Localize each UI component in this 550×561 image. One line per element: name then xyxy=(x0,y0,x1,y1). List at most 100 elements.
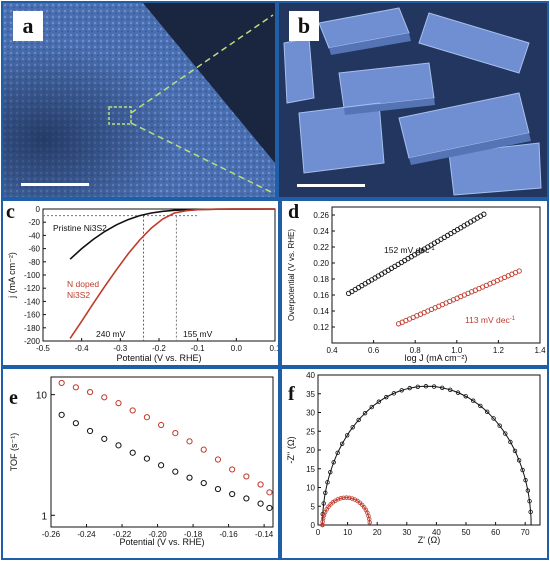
annotation-n-doped-1: N doped xyxy=(67,279,99,289)
data-point-black xyxy=(497,423,502,428)
data-point-black xyxy=(266,504,273,512)
data-point-black xyxy=(491,416,496,421)
x-axis-title: log J (mA cm⁻²) xyxy=(405,353,468,363)
x-tick-label: 1.0 xyxy=(451,346,463,355)
panel-a-sem-image: a xyxy=(1,1,277,199)
data-point-black xyxy=(407,385,412,391)
y-tick-label: 0 xyxy=(36,205,41,214)
data-point-black xyxy=(350,425,355,430)
x-axis-title: Z' (Ω) xyxy=(418,535,440,545)
y-tick-label: 5 xyxy=(311,502,316,511)
y-tick-label: 25 xyxy=(306,427,315,436)
scale-bar xyxy=(21,183,89,186)
panel-e-chart: -0.26 -0.24 -0.22 -0.20 -0.18 -0.16 -0.14 1 10 Po… xyxy=(1,367,280,560)
data-point-red xyxy=(58,379,65,387)
data-point-black xyxy=(527,498,532,504)
x-tick-label: -0.20 xyxy=(148,530,167,539)
y-tick-label: -200 xyxy=(24,337,41,346)
y-tick-label: 0 xyxy=(311,521,316,530)
data-point-black xyxy=(415,384,420,389)
x-tick-label: -0.18 xyxy=(184,530,203,539)
data-point-black xyxy=(331,460,336,465)
data-point-red xyxy=(101,394,108,401)
data-point-black xyxy=(257,500,264,507)
x-tick-label: 0.1 xyxy=(269,344,278,353)
data-point-red xyxy=(186,438,193,445)
data-point-black xyxy=(512,448,518,454)
panel-c-chart: -0.5 -0.4 -0.3 -0.2 -0.1 0.0 0.1 0 -20 -40 -60 -80 -… xyxy=(1,199,280,367)
data-point-black xyxy=(229,490,236,498)
data-point-black xyxy=(101,435,108,442)
annotation-n-doped-2: Ni3S2 xyxy=(67,290,90,300)
data-point-red xyxy=(367,520,372,525)
data-point-red xyxy=(341,495,346,500)
data-point-red xyxy=(115,400,122,407)
x-tick-label: 40 xyxy=(432,528,441,537)
series-line-pristine xyxy=(69,208,276,260)
data-point-black xyxy=(344,433,350,438)
y-tick-label: 0.24 xyxy=(313,227,329,236)
y-tick-label: 15 xyxy=(306,465,315,474)
x-tick-label: 0.0 xyxy=(231,344,243,353)
chart-d: 0.4 0.6 0.8 1.0 1.2 1.4 0.12 0.14 0.16 0.18 0.20 0.… xyxy=(287,206,546,363)
x-tick-label: 0.4 xyxy=(326,346,338,355)
y-tick-label: -180 xyxy=(24,324,41,333)
panel-label-b: b xyxy=(289,11,319,41)
data-point-black xyxy=(323,490,328,495)
x-tick-label: -0.16 xyxy=(219,530,238,539)
panel-f-chart: 0 10 20 30 40 50 60 70 0 5 10 15 20 25 30 35 40 Z' (Ω) -Z'… xyxy=(280,367,549,560)
data-point-black xyxy=(470,398,476,403)
data-point-black xyxy=(399,388,404,393)
x-tick-label: 20 xyxy=(373,528,382,537)
data-point-red xyxy=(243,473,250,480)
x-tick-label: -0.22 xyxy=(113,530,132,539)
fit-arc-black xyxy=(321,385,532,526)
annotation-152: 152 mV dec-1 xyxy=(384,245,435,255)
data-point-black xyxy=(463,394,468,399)
x-tick-label: 0.8 xyxy=(410,346,422,355)
data-point-black xyxy=(523,478,528,483)
data-point-black xyxy=(376,399,382,404)
data-point-black xyxy=(335,450,340,456)
y-tick-label: 30 xyxy=(306,409,315,418)
data-point-black xyxy=(423,384,429,389)
panel-d-chart: 0.4 0.6 0.8 1.0 1.2 1.4 0.12 0.14 0.16 0.18 0.20 0.… xyxy=(280,199,549,367)
data-point-black xyxy=(439,385,445,390)
x-tick-label: 50 xyxy=(462,528,471,537)
x-tick-label: -0.2 xyxy=(152,344,166,353)
data-point-black xyxy=(503,431,508,436)
data-point-red xyxy=(129,407,136,414)
data-point-black xyxy=(325,480,330,485)
data-point-red xyxy=(266,489,273,496)
x-axis-title: Potential (V vs. RHE) xyxy=(116,353,201,363)
x-tick-label: -0.24 xyxy=(77,530,96,539)
plot-frame xyxy=(331,206,541,344)
x-tick-label: 30 xyxy=(402,528,411,537)
y-axis-title: Overpotential (V vs. RHE) xyxy=(287,229,296,321)
series-line-n-doped xyxy=(69,208,276,339)
x-tick-label: 0 xyxy=(316,528,321,537)
x-tick-label: 1.4 xyxy=(534,346,546,355)
panel-label-d: d xyxy=(288,201,300,223)
data-point-black xyxy=(143,455,151,462)
data-point-black xyxy=(321,501,326,506)
y-tick-label: -140 xyxy=(24,297,41,306)
data-point-black xyxy=(520,467,525,473)
x-tick-label: 60 xyxy=(491,528,500,537)
x-tick-label: 1.2 xyxy=(493,346,505,355)
data-point-n-doped xyxy=(516,268,522,274)
x-axis-title: Potential (V vs. RHE) xyxy=(119,537,204,547)
data-point-black xyxy=(525,488,531,493)
y-tick-label: 0.26 xyxy=(313,211,329,220)
data-point-black xyxy=(369,404,374,410)
data-point-black xyxy=(384,394,389,400)
data-point-pristine xyxy=(481,211,487,217)
x-tick-label: -0.1 xyxy=(191,344,205,353)
sem-image-a xyxy=(3,3,275,197)
data-point-red xyxy=(344,495,349,500)
data-point-black xyxy=(72,420,79,427)
y-tick-label: 35 xyxy=(306,390,315,399)
data-point-black xyxy=(158,462,165,469)
data-point-black xyxy=(86,427,94,435)
scale-bar xyxy=(297,184,365,187)
